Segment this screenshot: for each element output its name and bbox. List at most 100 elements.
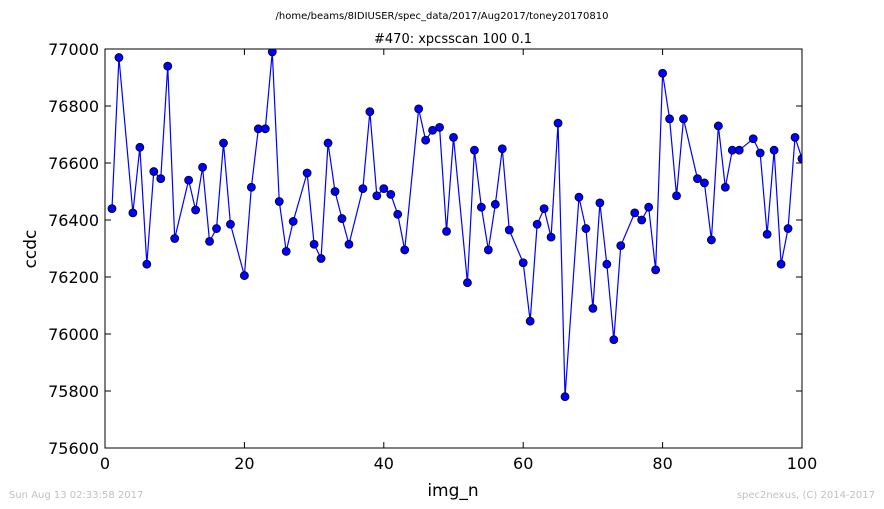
- x-tick-label: 0: [100, 454, 110, 473]
- data-point: [609, 335, 619, 345]
- data-point: [449, 132, 458, 142]
- y-tick-label: 75600: [48, 439, 99, 458]
- data-point: [267, 49, 277, 57]
- data-point: [170, 234, 180, 243]
- y-tick-label: 75800: [48, 382, 99, 401]
- data-point: [435, 122, 444, 132]
- data-point: [706, 235, 716, 245]
- data-point: [693, 174, 702, 184]
- data-point: [191, 205, 201, 215]
- data-point: [490, 199, 500, 209]
- data-point: [260, 124, 270, 134]
- data-point: [316, 254, 326, 263]
- y-axis-label: ccdc: [21, 230, 41, 269]
- data-point: [288, 217, 298, 226]
- data-point: [651, 265, 661, 275]
- data-point: [518, 258, 528, 268]
- y-tick-label: 77000: [48, 40, 99, 59]
- chart-title: #470: xpcsscan 100 0.1: [374, 32, 532, 47]
- data-point: [386, 189, 396, 199]
- data-point: [665, 114, 674, 124]
- data-point: [463, 278, 472, 288]
- plot-area: 0 20 40 60 80 100 75600 75800 76000 76200 76400 766…: [48, 40, 817, 473]
- data-point: [525, 316, 535, 326]
- data-point: [205, 236, 214, 246]
- data-point: [239, 271, 249, 280]
- data-point: [128, 208, 138, 218]
- data-point: [644, 202, 654, 212]
- data-point: [672, 191, 681, 201]
- data-point: [330, 187, 340, 196]
- x-axis-label: img_n: [427, 481, 478, 501]
- data-point: [442, 226, 451, 236]
- data-point: [658, 68, 667, 78]
- data-point: [372, 191, 382, 201]
- data-point: [595, 198, 605, 208]
- plot-background: [105, 49, 802, 448]
- data-point: [414, 104, 424, 114]
- data-point: [226, 219, 235, 229]
- data-point: [483, 245, 493, 255]
- data-point: [219, 138, 228, 148]
- data-point: [748, 134, 758, 144]
- data-point: [755, 148, 765, 158]
- data-point: [762, 229, 772, 239]
- data-point: [532, 219, 542, 229]
- data-point: [546, 232, 556, 242]
- data-point: [776, 259, 786, 269]
- data-point: [574, 192, 584, 202]
- data-point: [246, 182, 256, 192]
- data-point: [790, 132, 800, 142]
- data-point: [337, 214, 347, 223]
- data-point: [616, 241, 626, 251]
- x-tick-label: 100: [787, 454, 818, 473]
- data-point: [588, 303, 598, 313]
- y-tick-label: 76600: [48, 154, 99, 173]
- data-point: [539, 204, 549, 214]
- data-point: [400, 245, 410, 255]
- data-point: [142, 259, 152, 269]
- data-point: [365, 107, 375, 117]
- data-point: [323, 138, 333, 148]
- data-point: [421, 135, 431, 145]
- y-tick-label: 76800: [48, 97, 99, 116]
- series-line: [111, 51, 802, 397]
- data-point: [149, 167, 159, 176]
- data-point: [630, 208, 640, 218]
- data-point: [309, 239, 319, 249]
- figure-super-title: /home/beams/8IDIUSER/spec_data/2017/Aug2…: [276, 11, 609, 22]
- data-point: [344, 239, 354, 249]
- data-point: [637, 215, 647, 225]
- data-point: [602, 259, 612, 269]
- data-point: [783, 224, 793, 233]
- data-point: [560, 392, 570, 402]
- axes-frame: [104, 48, 803, 449]
- data-point: [114, 53, 124, 62]
- data-point: [797, 154, 802, 164]
- data-point: [769, 145, 779, 155]
- y-tick-label: 76400: [48, 211, 99, 230]
- data-point: [679, 114, 688, 124]
- data-point: [212, 224, 221, 233]
- x-tick-label: 40: [374, 454, 394, 473]
- data-point: [713, 121, 723, 131]
- data-point: [720, 182, 730, 192]
- x-tick-label: 20: [234, 454, 254, 473]
- data-point: [581, 224, 591, 233]
- data-point: [184, 175, 194, 185]
- data-point: [107, 204, 117, 214]
- y-tick-label: 76000: [48, 325, 99, 344]
- footer-credit: spec2nexus, (C) 2014-2017: [737, 490, 875, 501]
- data-point: [700, 178, 709, 188]
- data-point: [504, 225, 514, 235]
- data-point: [135, 142, 145, 152]
- footer-timestamp: Sun Aug 13 02:33:58 2017: [9, 490, 143, 501]
- data-point: [734, 145, 744, 155]
- data-point: [553, 118, 563, 128]
- data-point: [281, 246, 291, 256]
- x-tick-label: 60: [513, 454, 533, 473]
- data-point: [358, 184, 368, 194]
- data-point: [156, 174, 166, 184]
